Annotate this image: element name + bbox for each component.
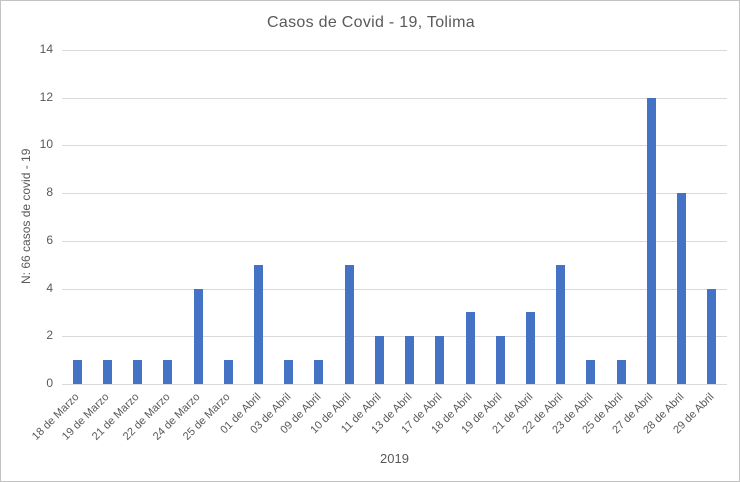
y-tick-label-6: 6	[46, 232, 53, 247]
bar-03-de-Abril	[284, 360, 294, 384]
y-axis-title: N: 66 casos de covid - 19	[19, 148, 33, 284]
bar-19-de-Abril	[495, 336, 505, 384]
bar-23-de-Abril	[586, 360, 596, 384]
bar-25-de-Marzo	[223, 360, 233, 384]
bar-29-de-Abril	[707, 288, 717, 384]
y-tick-label-0: 0	[46, 376, 53, 390]
plot-area	[62, 50, 727, 385]
bar-28-de-Abril	[677, 193, 687, 384]
bar-22-de-Abril	[556, 264, 566, 384]
bar-13-de-Abril	[405, 336, 415, 384]
x-axis-line	[62, 384, 727, 385]
bar-10-de-Abril	[344, 264, 354, 384]
gridline-y6	[62, 240, 727, 242]
x-axis-title: 2019	[380, 451, 409, 466]
gridline-y10	[62, 145, 727, 147]
gridline-y14	[62, 50, 727, 51]
bar-27-de-Abril	[646, 97, 656, 384]
bar-18-de-Abril	[465, 312, 475, 384]
bar-09-de-Abril	[314, 360, 324, 384]
gridline-y4	[62, 288, 727, 290]
gridline-y12	[62, 97, 727, 99]
y-tick-label-2: 2	[46, 328, 53, 343]
bar-01-de-Abril	[253, 264, 263, 384]
y-tick-label-8: 8	[46, 185, 53, 200]
bar-21-de-Abril	[526, 312, 536, 384]
gridline-y8	[62, 193, 727, 195]
bar-21-de-Marzo	[133, 360, 143, 384]
y-tick-label-4: 4	[46, 280, 53, 295]
bar-18-de-Marzo	[72, 360, 82, 384]
gridline-y2	[62, 336, 727, 338]
bar-17-de-Abril	[435, 336, 445, 384]
bar-22-de-Marzo	[163, 360, 173, 384]
chart-title: Casos de Covid - 19, Tolima	[267, 14, 475, 31]
bar-19-de-Marzo	[102, 360, 112, 384]
bar-25-de-Abril	[616, 360, 626, 384]
y-tick-label-10: 10	[39, 137, 53, 152]
y-tick-label-12: 12	[39, 89, 53, 104]
y-tick-label-14: 14	[39, 42, 53, 56]
bar-24-de-Marzo	[193, 288, 203, 384]
bar-11-de-Abril	[374, 336, 384, 384]
